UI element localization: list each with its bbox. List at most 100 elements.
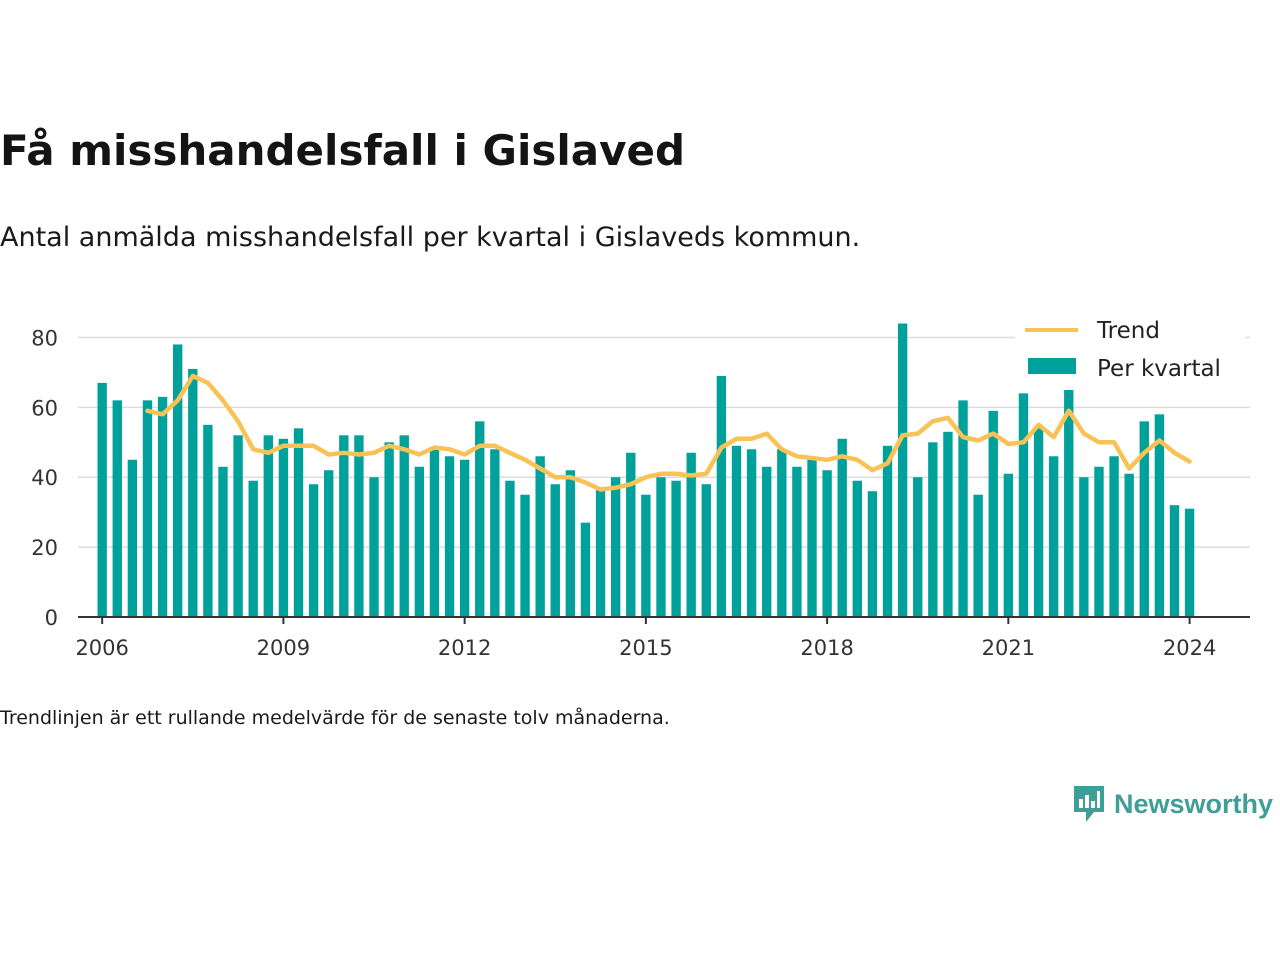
bar xyxy=(1169,505,1180,617)
bar xyxy=(580,522,591,617)
newsworthy-logo-icon xyxy=(1074,786,1104,822)
bar xyxy=(988,410,998,617)
bar xyxy=(157,396,168,617)
bar xyxy=(1018,393,1029,617)
bar xyxy=(716,375,727,617)
bar xyxy=(97,382,107,617)
bar xyxy=(1048,456,1059,617)
bar xyxy=(610,477,621,617)
bar xyxy=(429,449,440,617)
bar xyxy=(112,400,122,617)
bar xyxy=(837,438,847,617)
bar xyxy=(1064,382,1074,617)
bar xyxy=(565,470,576,617)
bar xyxy=(973,494,983,617)
bar xyxy=(731,445,742,617)
bar xyxy=(263,435,273,617)
bar xyxy=(686,452,696,617)
chart-subtitle: Antal anmälda misshandelsfall per kvarta… xyxy=(0,222,861,253)
chart-title: Få misshandelsfall i Gislaved xyxy=(0,126,686,175)
legend-bar-swatch xyxy=(1028,358,1076,374)
y-tick-label: 40 xyxy=(31,466,58,490)
bar xyxy=(1033,428,1044,617)
bar xyxy=(444,456,455,617)
legend-trend-label: Trend xyxy=(1096,318,1160,344)
chart-note: Trendlinjen är ett rullande medelvärde f… xyxy=(0,707,670,729)
y-tick-label: 20 xyxy=(31,536,58,560)
x-tick-label: 2012 xyxy=(438,636,491,660)
chart-area: 0 20 40 60 80 2006 2009 2012 2015 2018 2021 2024 Tr… xyxy=(31,310,1250,660)
bar xyxy=(203,424,213,617)
axes: 0 20 40 60 80 2006 2009 2012 2015 2018 2021 2024 xyxy=(31,326,1250,660)
x-tick-label: 2006 xyxy=(75,636,128,660)
bar xyxy=(1003,473,1014,617)
bar xyxy=(897,323,908,617)
bar xyxy=(218,466,228,617)
x-tick-label: 2018 xyxy=(800,636,853,660)
bar xyxy=(354,435,364,617)
bar xyxy=(656,477,666,617)
bar xyxy=(1109,456,1119,617)
bar xyxy=(233,435,243,617)
bar xyxy=(641,494,651,617)
bar xyxy=(762,466,772,617)
bar xyxy=(777,449,787,617)
bar xyxy=(384,442,394,617)
bar xyxy=(1154,414,1165,617)
bar xyxy=(278,438,289,617)
bar xyxy=(490,449,500,617)
brand-name: Newsworthy xyxy=(1114,788,1274,819)
bar xyxy=(127,459,138,617)
legend-background xyxy=(1015,310,1245,390)
trend-series xyxy=(145,373,1192,492)
bar xyxy=(1124,473,1134,617)
brand: Newsworthy xyxy=(1072,784,1273,824)
bar xyxy=(293,428,304,617)
bar xyxy=(339,435,349,617)
x-tick-label: 2015 xyxy=(619,636,672,660)
bar xyxy=(550,484,560,617)
y-tick-label: 60 xyxy=(31,396,58,420)
bar xyxy=(308,484,319,617)
bar xyxy=(1094,466,1104,617)
bar xyxy=(822,470,832,617)
bar xyxy=(701,484,711,617)
bar xyxy=(414,466,425,617)
bar xyxy=(1184,508,1195,617)
bar xyxy=(807,459,817,617)
bar xyxy=(671,480,681,617)
bar xyxy=(1139,421,1149,617)
bar xyxy=(852,480,863,617)
bar xyxy=(459,459,470,617)
bar xyxy=(248,480,258,617)
bar xyxy=(746,449,757,617)
y-tick-label: 0 xyxy=(45,606,58,630)
bar xyxy=(1079,477,1089,617)
x-tick-label: 2024 xyxy=(1163,636,1216,660)
bar xyxy=(943,431,953,617)
bar xyxy=(505,480,515,617)
bar xyxy=(867,491,878,617)
x-tick-label: 2021 xyxy=(982,636,1035,660)
bar xyxy=(535,456,545,617)
legend-bar-label: Per kvartal xyxy=(1097,356,1221,382)
bar xyxy=(399,435,409,617)
bar xyxy=(626,452,636,617)
bar xyxy=(958,400,968,617)
bar xyxy=(520,494,530,617)
bar xyxy=(792,466,802,617)
bar-series xyxy=(97,323,1195,617)
bar xyxy=(928,442,938,617)
bar xyxy=(188,368,198,617)
bar xyxy=(882,445,893,617)
bar xyxy=(324,470,334,617)
legend: Trend Per kvartal xyxy=(1015,310,1245,390)
bar xyxy=(369,477,379,617)
bar xyxy=(913,477,923,617)
bar xyxy=(595,487,606,617)
bar xyxy=(172,344,183,617)
y-tick-label: 80 xyxy=(31,326,58,350)
x-tick-label: 2009 xyxy=(257,636,310,660)
trend-line xyxy=(145,373,1192,492)
bar xyxy=(475,421,485,617)
